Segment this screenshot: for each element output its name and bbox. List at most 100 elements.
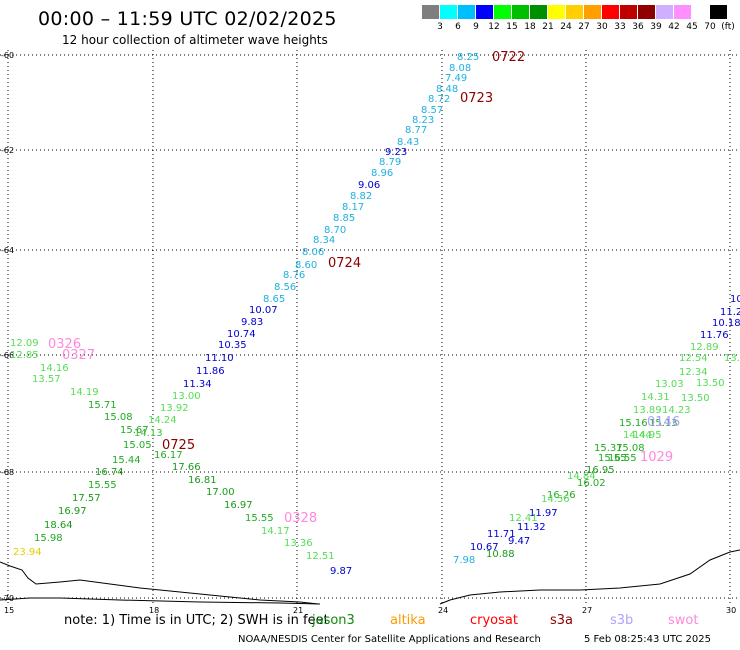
swh-value: 15.67 [120, 425, 149, 436]
scale-swatch [602, 5, 619, 19]
credit-line: NOAA/NESDIS Center for Satellite Applica… [238, 634, 541, 645]
swh-value: 13.03 [655, 379, 684, 390]
swh-value: 11.71 [487, 529, 516, 540]
scale-label: (ft) [721, 22, 735, 32]
swh-value: 15.44 [112, 455, 141, 466]
swh-value: 16.97 [224, 500, 253, 511]
swh-value: 9.83 [241, 317, 263, 328]
swh-value: 14.23 [662, 405, 691, 416]
scale-label: 27 [578, 22, 590, 32]
page-subtitle: 12 hour collection of altimeter wave hei… [62, 33, 328, 47]
graticule [0, 50, 740, 605]
scale-swatch [620, 5, 637, 19]
lat-label: -68 [1, 468, 14, 477]
scale-swatch [458, 5, 475, 19]
lon-label: 24 [438, 606, 448, 615]
swh-value: 9.06 [358, 180, 380, 191]
lon-label: 30 [726, 606, 736, 615]
axis-labels: -60 -62 -64 -66 -68 -70 15 18 21 24 27 30 [1, 51, 736, 615]
lon-label: 21 [293, 606, 303, 615]
swh-value: 12.41 [509, 513, 538, 524]
swh-value: 10.88 [486, 549, 515, 560]
scale-swatch [440, 5, 457, 19]
scale-swatch [674, 5, 691, 19]
swh-value: 8.57 [421, 105, 443, 116]
scale-swatch [530, 5, 547, 19]
timestamp: 5 Feb 08:25:43 UTC 2025 [584, 634, 711, 645]
sat-swot: swot [668, 613, 699, 628]
swh-value: 14.84 [567, 471, 596, 482]
swh-value: 8.96 [371, 168, 393, 179]
scale-swatch [548, 5, 565, 19]
scale-swatch [710, 5, 727, 19]
swh-value: 23.94 [13, 547, 42, 558]
swh-value: 9.23 [385, 147, 407, 158]
swh-value: 15.37 [594, 443, 623, 454]
swh-value: 8.25 [457, 52, 479, 63]
swh-value: 10 [730, 294, 740, 305]
swh-value: 12.85 [10, 350, 39, 361]
swh-value: 14.19 [70, 387, 99, 398]
lon-label: 15 [4, 606, 14, 615]
wave-height-values: 8.258.087.498.488.728.578.238.778.439.23… [10, 52, 740, 577]
swh-value: 13.92 [160, 403, 189, 414]
swh-value: 14.95 [633, 430, 662, 441]
scale-swatch [512, 5, 529, 19]
swh-value: 16.26 [547, 490, 576, 501]
swh-value: 13.15 [724, 353, 740, 364]
swh-value: 15.08 [616, 443, 645, 454]
swh-value: 13.50 [681, 393, 710, 404]
swh-value: 8.43 [397, 137, 419, 148]
swh-value: 11.76 [700, 330, 729, 341]
swh-value: 15.98 [34, 533, 63, 544]
scale-label: 70 [704, 22, 716, 32]
swh-value: 12.34 [679, 367, 708, 378]
swh-value: 10.18 [712, 318, 740, 329]
swh-value: 15.55 [598, 453, 627, 464]
lat-label: -64 [1, 246, 14, 255]
lon-label: 27 [582, 606, 592, 615]
scale-label: 12 [488, 22, 500, 32]
scale-swatch [494, 5, 511, 19]
swh-value: 8.23 [412, 115, 434, 126]
pass-id: 0722 [492, 50, 525, 65]
swh-value: 14.13 [134, 428, 163, 439]
swh-value: 13.89 [633, 405, 662, 416]
swh-value: 7.49 [445, 73, 467, 84]
swh-value: 8.76 [283, 270, 305, 281]
swh-value: 11.86 [196, 366, 225, 377]
swh-value: 18.64 [44, 520, 73, 531]
pass-id: 0327 [62, 348, 95, 363]
sat-cryosat: cryosat [470, 613, 518, 628]
swh-value: 12.54 [679, 353, 708, 364]
swh-value: 11.10 [205, 353, 234, 364]
swh-value: 16.74 [95, 467, 124, 478]
pass-id: 0328 [284, 511, 317, 526]
pass-id: 0146 [647, 415, 680, 430]
swh-value: 10.35 [218, 340, 247, 351]
swh-value: 8.85 [333, 213, 355, 224]
swh-value: 8.79 [379, 157, 401, 168]
scale-swatch [476, 5, 493, 19]
scale-label: 24 [560, 22, 572, 32]
swh-value: 14.17 [261, 526, 290, 537]
swh-value: 13.36 [284, 538, 313, 549]
scale-label: 3 [437, 22, 443, 32]
swh-value: 11.97 [529, 508, 558, 519]
scale-label: 42 [668, 22, 680, 32]
swh-value: 13.57 [32, 374, 61, 385]
swh-value: 8.72 [428, 94, 450, 105]
scale-label: 18 [524, 22, 536, 32]
scale-swatch [584, 5, 601, 19]
swh-value: 15.13 [649, 418, 678, 429]
scale-swatch [566, 5, 583, 19]
pass-id: 0723 [460, 91, 493, 106]
swh-value: 15.05 [123, 440, 152, 451]
lon-label: 18 [149, 606, 159, 615]
swh-value: 16.81 [188, 475, 217, 486]
swh-value: 8.06 [302, 247, 324, 258]
swh-value: 15.71 [88, 400, 117, 411]
coastline [0, 549, 740, 605]
sat-altika: altika [390, 613, 426, 628]
